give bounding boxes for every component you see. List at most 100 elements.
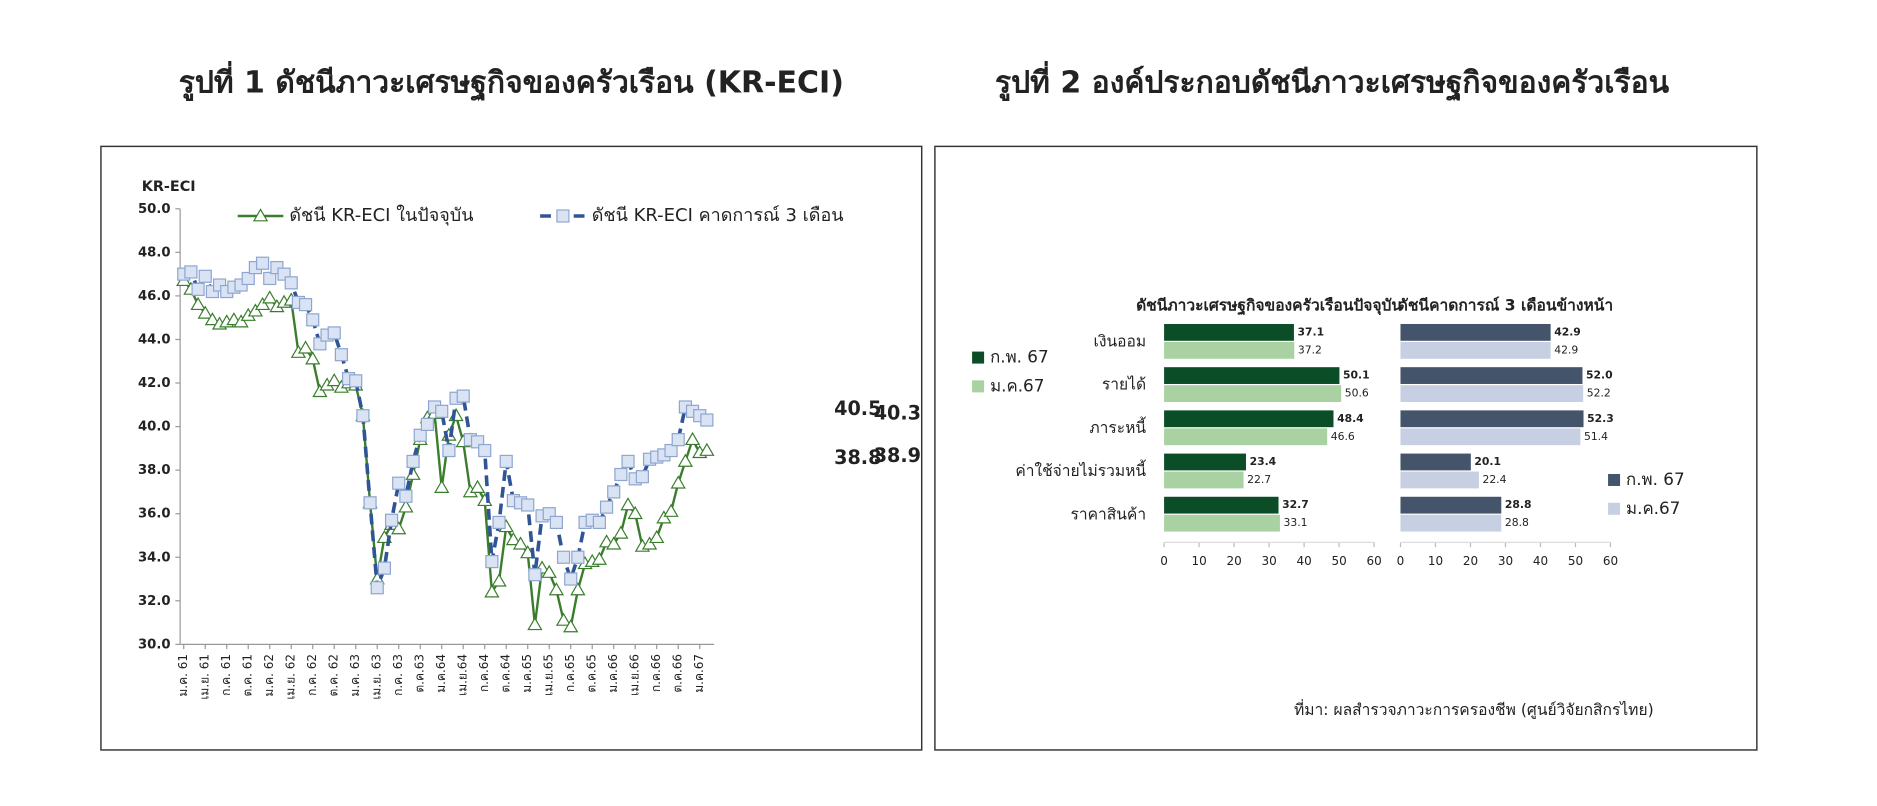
marker	[356, 409, 370, 423]
marker	[548, 582, 565, 596]
marker	[549, 515, 563, 530]
x-tick-label: 30	[1261, 554, 1276, 568]
y-tick-label: 30.0	[138, 637, 171, 652]
marker	[392, 476, 406, 490]
category-label: ค่าใช้จ่ายไม่รวมหนี้	[1015, 459, 1146, 480]
x-tick-label: 50	[1568, 554, 1583, 568]
legend-label: ดัชนี KR-ECI ในปัจจุบัน	[289, 204, 473, 226]
x-tick-label: 60	[1366, 554, 1381, 568]
x-tick-label: ต.ค.64	[499, 654, 513, 693]
panel-title: ดัชนีคาดการณ์ 3 เดือนข้างหน้า	[1398, 295, 1613, 314]
marker	[521, 498, 535, 512]
x-tick-label: 60	[1603, 554, 1618, 568]
legend-label: ม.ค.67	[1626, 498, 1680, 518]
data-label: 42.9	[1554, 343, 1578, 356]
marker	[327, 326, 341, 340]
marker	[247, 303, 264, 317]
marker	[312, 383, 328, 398]
marker	[700, 413, 714, 427]
marker	[555, 612, 572, 626]
y-tick-label: 48.0	[138, 245, 171, 260]
data-label: 37.1	[1298, 325, 1325, 338]
data-label: 46.6	[1331, 430, 1355, 443]
legend-swatch	[972, 380, 985, 393]
y-tick-label: 36.0	[138, 507, 171, 522]
x-tick-label: ต.ค.66	[671, 654, 685, 693]
x-tick-label: ม.ค.64	[434, 654, 448, 693]
x-tick-label: ม.ค. 63	[348, 654, 362, 697]
legend-label: ก.พ. 67	[1626, 469, 1685, 489]
data-label: 38.8	[834, 446, 881, 469]
legend-label: ก.พ. 67	[990, 347, 1049, 367]
marker	[184, 265, 198, 279]
x-tick-label: เม.ย.66	[628, 654, 642, 696]
bar	[1164, 341, 1295, 359]
marker	[349, 374, 363, 388]
marker	[677, 453, 694, 467]
bar	[1164, 453, 1246, 471]
bar	[1400, 496, 1502, 514]
bar	[1164, 367, 1340, 384]
data-label: 33.1	[1284, 516, 1308, 529]
data-label: 48.4	[1337, 412, 1364, 425]
x-tick-label: 20	[1226, 554, 1241, 568]
category-label: เงินออม	[1094, 332, 1147, 350]
marker	[599, 500, 614, 514]
data-label: 38.9	[874, 444, 921, 467]
marker	[491, 573, 507, 587]
bar	[1400, 453, 1471, 471]
marker	[363, 496, 377, 510]
marker	[191, 282, 205, 296]
data-label: 20.1	[1474, 455, 1501, 468]
marker	[305, 351, 321, 365]
x-tick-label: 20	[1463, 554, 1478, 568]
x-tick-label: ม.ค.65	[520, 654, 534, 693]
x-tick-label: ก.ค.64	[477, 654, 491, 692]
bar	[1164, 496, 1279, 514]
x-tick-label: เม.ย.64	[456, 654, 470, 696]
marker	[492, 515, 506, 530]
marker	[527, 616, 543, 631]
marker	[541, 564, 557, 578]
category-label: รายได้	[1102, 375, 1146, 394]
marker	[670, 475, 686, 489]
x-tick-label: 40	[1533, 554, 1548, 568]
marker	[398, 499, 414, 513]
marker	[663, 503, 679, 517]
marker	[384, 513, 399, 527]
marker	[570, 582, 586, 596]
marker	[198, 269, 212, 283]
bar	[1400, 471, 1479, 489]
marker	[233, 314, 249, 328]
marker	[263, 271, 277, 286]
y-tick-label: 40.0	[138, 420, 171, 435]
data-label: 22.4	[1482, 473, 1506, 486]
marker	[406, 454, 420, 469]
data-label: 42.9	[1554, 325, 1581, 338]
category-label: ราคาสินค้า	[1070, 505, 1146, 523]
marker	[571, 550, 585, 564]
y-tick-label: 42.0	[138, 376, 171, 391]
marker	[606, 536, 622, 550]
marker	[456, 389, 470, 403]
data-label: 52.2	[1587, 387, 1611, 400]
x-tick-label: ก.ค. 63	[391, 654, 405, 696]
bar	[1400, 341, 1551, 359]
marker	[370, 581, 384, 595]
x-tick-label: 40	[1296, 554, 1311, 568]
marker	[298, 298, 313, 312]
marker	[664, 443, 678, 458]
marker	[297, 340, 314, 354]
marker	[197, 305, 213, 319]
marker	[528, 568, 542, 582]
y-axis-title: KR-ECI	[142, 179, 196, 195]
bar	[1164, 385, 1342, 402]
chart-frame	[100, 145, 923, 751]
marker	[649, 529, 665, 544]
marker	[485, 555, 499, 569]
x-tick-label: เม.ย. 62	[284, 654, 298, 700]
panel-title: ดัชนีภาวะเศรษฐกิจของครัวเรือนปัจจุบัน	[1136, 295, 1402, 315]
data-label: 52.0	[1586, 369, 1613, 382]
marker	[592, 515, 606, 530]
